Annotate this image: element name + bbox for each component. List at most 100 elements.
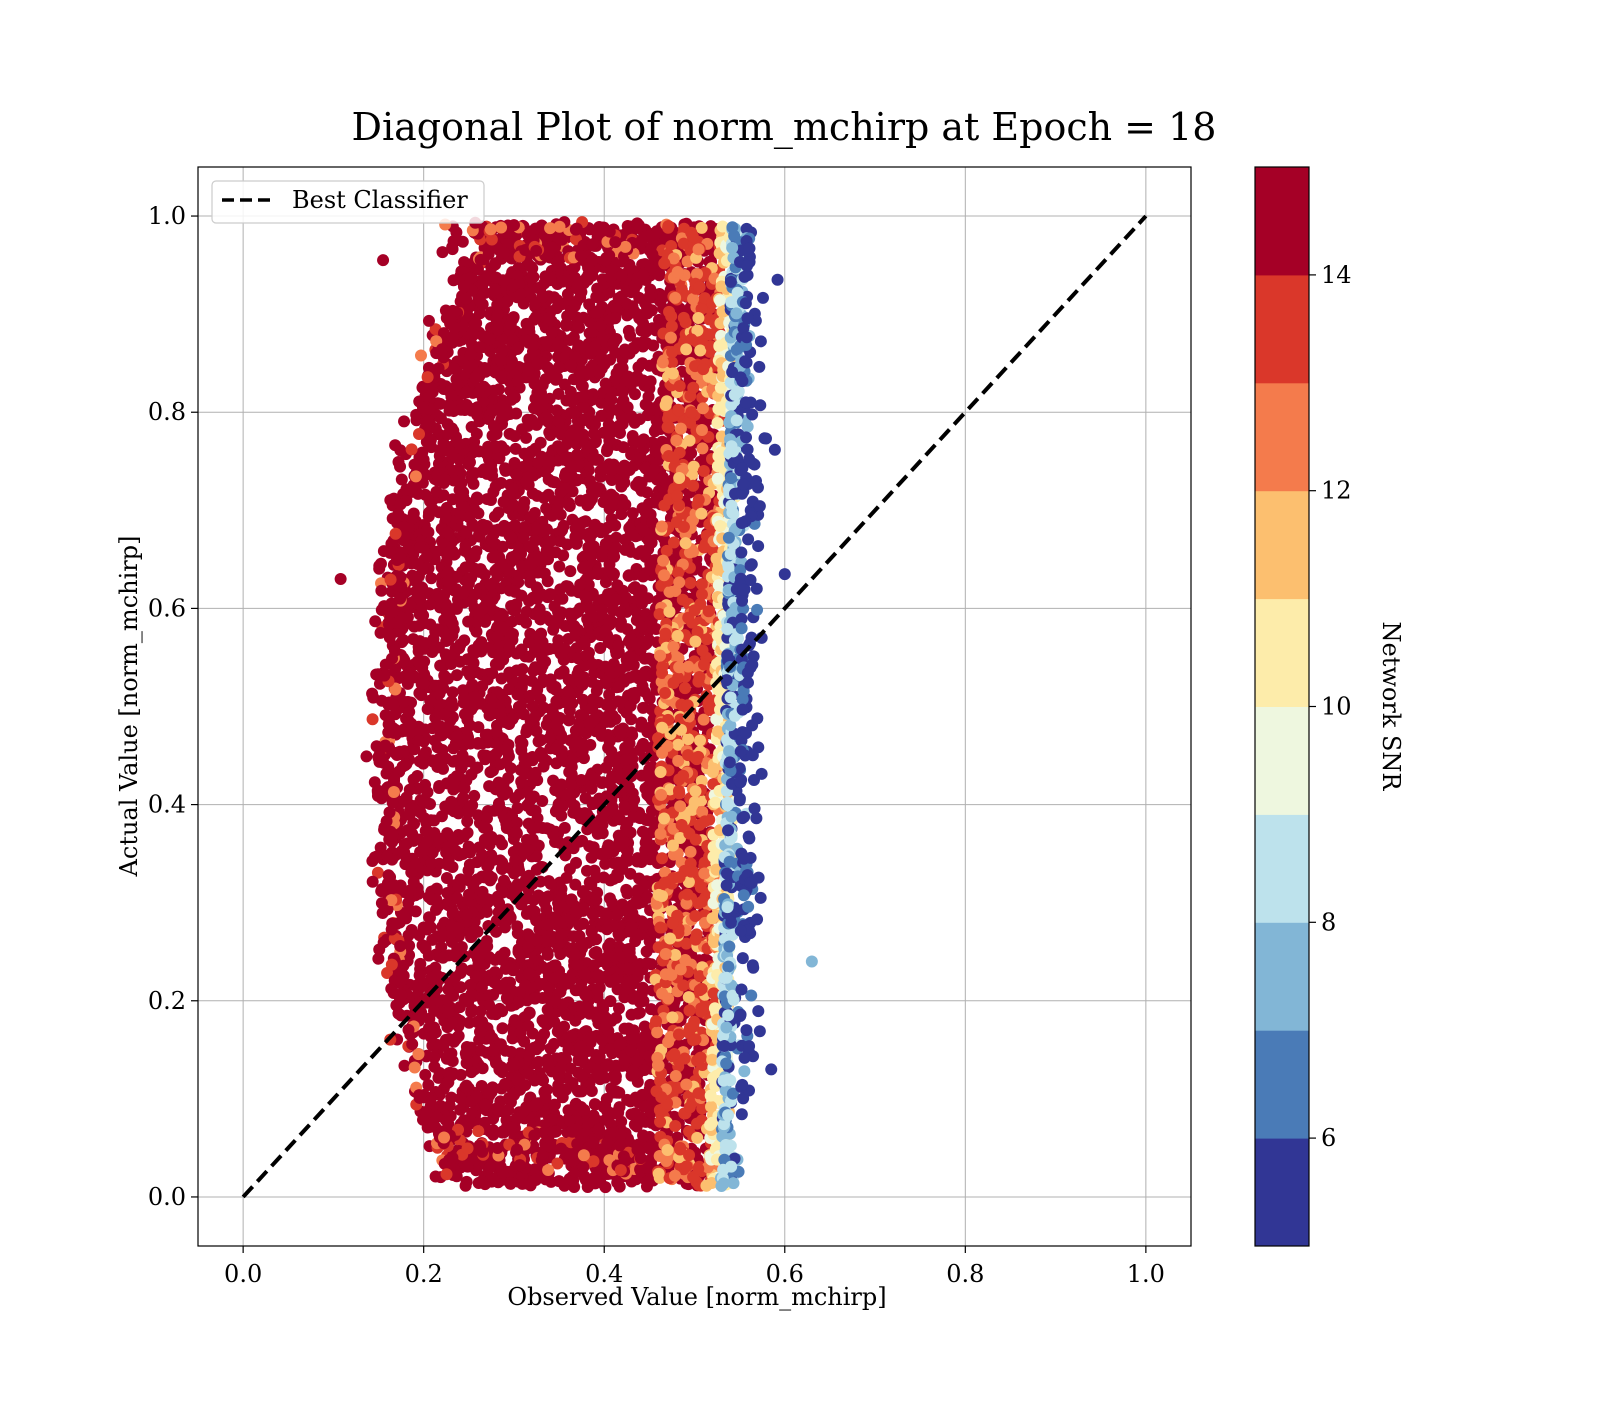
scatter-point xyxy=(584,532,596,544)
scatter-point xyxy=(613,292,625,304)
scatter-point xyxy=(539,892,551,904)
scatter-point xyxy=(539,656,551,668)
scatter-point xyxy=(633,812,645,824)
scatter-point xyxy=(505,962,517,974)
scatter-point xyxy=(601,716,613,728)
scatter-point xyxy=(481,906,493,918)
scatter-point xyxy=(528,770,540,782)
scatter-point xyxy=(515,764,527,776)
scatter-point xyxy=(540,1091,552,1103)
scatter-point xyxy=(614,606,626,618)
scatter-point xyxy=(510,443,522,455)
scatter-point xyxy=(475,563,487,575)
scatter-point xyxy=(625,1044,637,1056)
scatter-point xyxy=(520,617,532,629)
scatter-point xyxy=(477,1062,489,1074)
scatter-point xyxy=(483,869,495,881)
scatter-point xyxy=(469,589,481,601)
scatter-point xyxy=(438,709,450,721)
scatter-point xyxy=(465,349,477,361)
scatter-point xyxy=(433,833,445,845)
scatter-point xyxy=(570,736,582,748)
scatter-point xyxy=(527,700,539,712)
scatter-point xyxy=(497,622,509,634)
scatter-point xyxy=(530,805,542,817)
scatter-point xyxy=(632,361,644,373)
scatter-point xyxy=(627,911,639,923)
scatter-point xyxy=(468,442,480,454)
scatter-point xyxy=(414,755,426,767)
scatter-point xyxy=(626,529,638,541)
scatter-point xyxy=(454,1001,466,1013)
scatter-point xyxy=(498,875,510,887)
scatter-point xyxy=(543,1061,555,1073)
scatter-point xyxy=(607,567,619,579)
scatter-point xyxy=(459,1081,471,1093)
scatter-point xyxy=(604,392,616,404)
scatter-point xyxy=(585,1033,597,1045)
scatter-point xyxy=(512,802,524,814)
scatter-point xyxy=(476,849,488,861)
scatter-point xyxy=(556,276,568,288)
scatter-point xyxy=(402,897,414,909)
scatter-point xyxy=(622,401,634,413)
scatter-point xyxy=(552,1083,564,1095)
scatter-point xyxy=(481,935,493,947)
scatter-point xyxy=(451,730,463,742)
scatter-point xyxy=(616,270,628,282)
scatter-point xyxy=(570,725,582,737)
scatter-point xyxy=(447,700,459,712)
scatter-point xyxy=(601,923,613,935)
scatter-point xyxy=(494,834,506,846)
scatter-point xyxy=(441,1053,453,1065)
scatter-point xyxy=(442,428,454,440)
scatter-point xyxy=(589,773,601,785)
scatter-point xyxy=(425,972,437,984)
scatter-point xyxy=(529,1075,541,1087)
scatter-point xyxy=(497,541,509,553)
scatter-point xyxy=(548,1016,560,1028)
scatter-point xyxy=(492,1104,504,1116)
scatter-point xyxy=(546,456,558,468)
scatter-point xyxy=(471,873,483,885)
scatter-point xyxy=(640,325,652,337)
scatter-point xyxy=(589,947,601,959)
scatter-point xyxy=(469,691,481,703)
scatter-point xyxy=(414,593,426,605)
scatter-point xyxy=(484,766,496,778)
scatter-point xyxy=(610,1070,622,1082)
scatter-point xyxy=(496,346,508,358)
scatter-point xyxy=(600,762,612,774)
scatter-point xyxy=(591,567,603,579)
scatter-point xyxy=(618,836,630,848)
scatter-point xyxy=(618,801,630,813)
scatter-point xyxy=(483,780,495,792)
scatter-point xyxy=(550,546,562,558)
scatter-point xyxy=(635,374,647,386)
scatter-point xyxy=(571,449,583,461)
scatter-point xyxy=(600,538,612,550)
scatter-point xyxy=(467,478,479,490)
scatter-point xyxy=(564,565,576,577)
scatter-point xyxy=(572,280,584,292)
scatter-point xyxy=(538,1028,550,1040)
scatter-point xyxy=(442,1076,454,1088)
scatter-point xyxy=(414,657,426,669)
scatter-point xyxy=(577,562,589,574)
scatter-point xyxy=(498,275,510,287)
scatter-point xyxy=(458,782,470,794)
scatter-point xyxy=(450,845,462,857)
scatter-point xyxy=(433,506,445,518)
scatter-point xyxy=(508,550,520,562)
scatter-point xyxy=(590,435,602,447)
scatter-point xyxy=(460,386,472,398)
scatter-point xyxy=(632,990,644,1002)
scatter-point xyxy=(613,681,625,693)
scatter-point xyxy=(644,290,656,302)
scatter-point xyxy=(550,743,562,755)
scatter-point xyxy=(636,584,648,596)
scatter-point xyxy=(555,928,567,940)
scatter-point xyxy=(570,906,582,918)
scatter-point xyxy=(587,452,599,464)
